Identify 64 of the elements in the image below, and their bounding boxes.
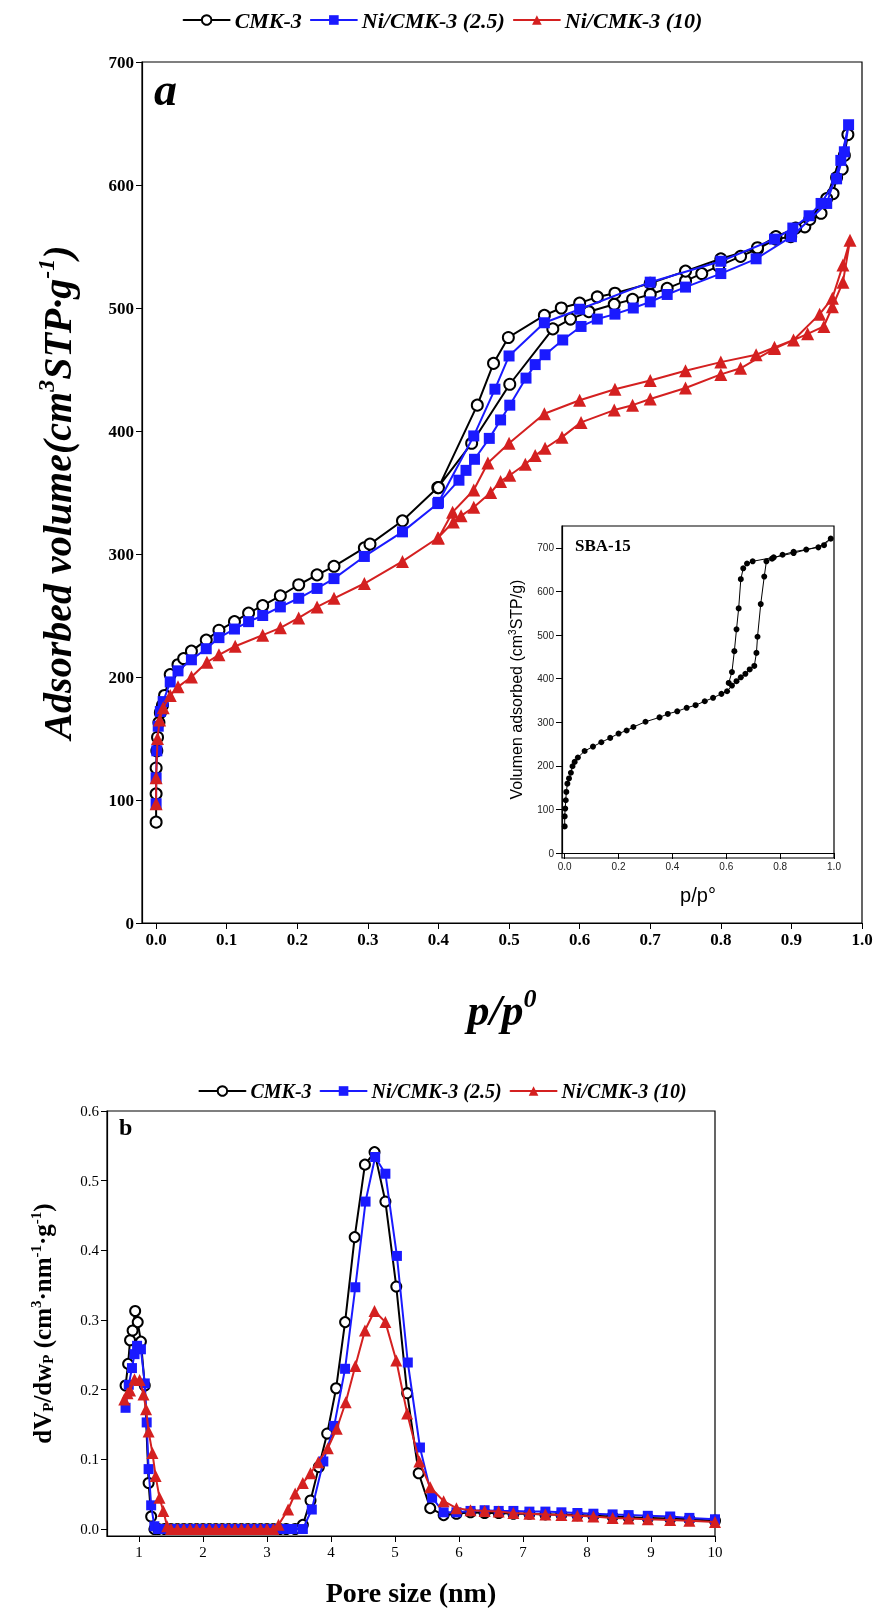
x-tick-label: 6 [455,1543,464,1560]
y-tick-label: 0 [548,847,555,859]
y-tick-label: 0.0 [80,1521,99,1538]
y-tick-label: 700 [108,52,134,72]
x-tick-label: 0.2 [286,930,308,949]
y-tick-label: 500 [108,298,134,318]
y-axis-title: Adsorbed volume(cm3STP·g-1) [33,245,80,743]
text: dVP/dwP (cm3·nm-1·g-1) [27,1203,56,1444]
y-tick-label: 0.4 [80,1242,100,1259]
x-tick-label: 0.6 [719,860,734,872]
x-tick-label: 1 [135,1543,143,1560]
annotation: a [154,63,177,115]
y-tick-label: 200 [537,760,555,772]
x-tick-label: 0.4 [427,930,450,949]
y-tick-label: 100 [537,803,555,815]
y-tick-label: 700 [537,542,555,554]
x-tick-label: 0.6 [569,930,591,949]
x-tick-label: 0.4 [665,860,680,872]
x-tick-label: 0.8 [773,860,788,872]
legend-label: CMK-3 [234,7,302,33]
legend-label: Ni/CMK-3 (2.5) [360,7,505,33]
y-axis-title: Volumen adsorbed (cm3STP/g) [506,579,525,800]
x-tick-label: 0.3 [357,930,379,949]
x-tick-label: 0.9 [780,930,803,949]
annotation: b [119,1114,133,1140]
x-tick-label: 0.7 [639,930,662,949]
x-tick-label: 1.0 [851,930,873,949]
y-tick-label: 600 [537,585,555,597]
legend-label: Ni/CMK-3 (10) [563,7,703,33]
legend-label: Ni/CMK-3 (10) [560,1080,687,1103]
x-tick-label: 0.5 [498,930,520,949]
x-tick-label: 3 [263,1543,271,1560]
y-tick-label: 0.6 [80,1103,100,1119]
y-tick-label: 600 [108,175,134,195]
text: SBA-15 [575,536,631,555]
y-tick-label: 300 [108,544,134,564]
x-tick-label: 0.1 [216,930,238,949]
y-tick-label: 300 [537,716,555,728]
x-tick-label: 4 [327,1543,336,1560]
y-tick-label: 0.2 [80,1381,99,1398]
x-tick-label: 5 [391,1543,399,1560]
x-tick-label: 10 [707,1543,723,1560]
x-tick-label: 0.0 [557,860,573,872]
x-tick-label: 0.0 [145,930,167,949]
legend-label: CMK-3 [250,1080,312,1102]
x-tick-label: 1.0 [827,860,842,872]
y-tick-label: 400 [108,421,134,441]
x-tick-label: 7 [519,1543,528,1560]
y-tick-label: 100 [108,790,134,810]
y-tick-label: 0 [125,913,134,933]
x-tick-label: 0.2 [611,860,626,872]
x-axis-title: p/p° [680,884,716,906]
x-tick-label: 8 [583,1543,591,1560]
y-tick-label: 0.1 [80,1451,99,1468]
y-tick-label: 200 [108,667,134,687]
x-tick-label: 2 [199,1543,207,1560]
y-tick-label: 500 [537,629,555,641]
y-tick-label: 400 [537,673,555,685]
y-tick-label: 0.3 [80,1312,99,1329]
x-axis-title: Pore size (nm) [325,1576,497,1608]
y-tick-label: 0.5 [80,1172,99,1189]
x-tick-label: 0.8 [710,930,732,949]
legend-label: Ni/CMK-3 (2.5) [370,1080,502,1103]
x-tick-label: 9 [647,1543,655,1560]
